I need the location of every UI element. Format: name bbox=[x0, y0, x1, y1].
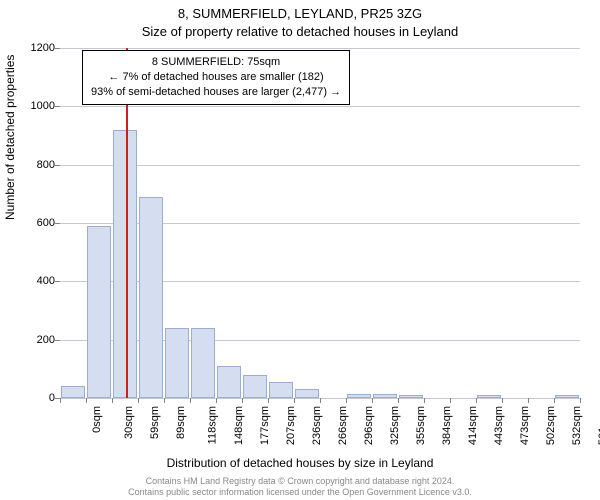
x-tick-mark bbox=[268, 398, 269, 403]
x-tick-mark bbox=[60, 398, 61, 403]
x-tick-mark bbox=[450, 398, 451, 403]
chart-title-main: 8, SUMMERFIELD, LEYLAND, PR25 3ZG bbox=[0, 6, 600, 21]
y-tick-label: 600 bbox=[5, 217, 55, 229]
x-tick-label: 502sqm bbox=[545, 406, 557, 445]
chart-title-sub: Size of property relative to detached ho… bbox=[0, 24, 600, 39]
y-tick-mark bbox=[55, 48, 60, 49]
footer-line-2: Contains public sector information licen… bbox=[0, 487, 600, 498]
histogram-bar bbox=[61, 386, 84, 398]
histogram-bar bbox=[139, 197, 162, 398]
x-tick-mark bbox=[476, 398, 477, 403]
footer-line-1: Contains HM Land Registry data © Crown c… bbox=[0, 476, 600, 487]
x-tick-label: 0sqm bbox=[91, 406, 103, 433]
histogram-bar bbox=[165, 328, 188, 398]
x-tick-label: 296sqm bbox=[363, 406, 375, 445]
x-tick-label: 30sqm bbox=[123, 406, 135, 439]
y-tick-label: 400 bbox=[5, 275, 55, 287]
x-tick-mark bbox=[502, 398, 503, 403]
histogram-bar bbox=[217, 366, 240, 398]
x-tick-mark bbox=[372, 398, 373, 403]
x-tick-label: 414sqm bbox=[467, 406, 479, 445]
info-box-line: ← 7% of detached houses are smaller (182… bbox=[91, 70, 341, 85]
x-tick-label: 532sqm bbox=[571, 406, 583, 445]
x-tick-label: 473sqm bbox=[519, 406, 531, 445]
x-tick-label: 118sqm bbox=[206, 406, 218, 444]
x-tick-mark bbox=[580, 398, 581, 403]
x-tick-label: 325sqm bbox=[389, 406, 401, 445]
y-tick-label: 200 bbox=[5, 334, 55, 346]
histogram-bar bbox=[87, 226, 110, 398]
histogram-bar bbox=[191, 328, 214, 398]
x-tick-mark bbox=[554, 398, 555, 403]
grid-line bbox=[60, 340, 580, 341]
y-tick-label: 0 bbox=[5, 392, 55, 404]
y-tick-mark bbox=[55, 165, 60, 166]
histogram-bar bbox=[243, 375, 266, 398]
x-tick-mark bbox=[86, 398, 87, 403]
x-tick-label: 148sqm bbox=[233, 406, 245, 445]
x-tick-mark bbox=[294, 398, 295, 403]
info-box-line: 8 SUMMERFIELD: 75sqm bbox=[91, 55, 341, 70]
y-tick-mark bbox=[55, 106, 60, 107]
histogram-bar bbox=[399, 395, 422, 398]
chart-container: 8, SUMMERFIELD, LEYLAND, PR25 3ZG Size o… bbox=[0, 0, 600, 500]
y-tick-label: 1200 bbox=[5, 42, 55, 54]
footer-attribution: Contains HM Land Registry data © Crown c… bbox=[0, 476, 600, 498]
x-tick-mark bbox=[320, 398, 321, 403]
y-tick-mark bbox=[55, 281, 60, 282]
x-tick-mark bbox=[190, 398, 191, 403]
histogram-bar bbox=[477, 395, 500, 398]
y-tick-mark bbox=[55, 223, 60, 224]
grid-line bbox=[60, 281, 580, 282]
histogram-bar bbox=[347, 394, 370, 398]
y-tick-mark bbox=[55, 340, 60, 341]
x-tick-label: 236sqm bbox=[311, 406, 323, 445]
grid-line bbox=[60, 106, 580, 107]
histogram-bar bbox=[373, 394, 396, 398]
x-axis-title: Distribution of detached houses by size … bbox=[0, 456, 600, 470]
x-tick-mark bbox=[164, 398, 165, 403]
y-tick-label: 800 bbox=[5, 159, 55, 171]
x-tick-mark bbox=[216, 398, 217, 403]
property-info-box: 8 SUMMERFIELD: 75sqm← 7% of detached hou… bbox=[82, 50, 350, 105]
grid-line bbox=[60, 48, 580, 49]
histogram-bar bbox=[269, 382, 292, 398]
histogram-bar bbox=[295, 389, 318, 398]
x-tick-mark bbox=[242, 398, 243, 403]
y-tick-label: 1000 bbox=[5, 100, 55, 112]
x-tick-mark bbox=[398, 398, 399, 403]
x-tick-mark bbox=[346, 398, 347, 403]
histogram-bar bbox=[113, 130, 136, 398]
x-tick-mark bbox=[138, 398, 139, 403]
x-tick-label: 207sqm bbox=[285, 406, 297, 445]
x-tick-label: 89sqm bbox=[175, 406, 187, 439]
y-axis-title: Number of detached properties bbox=[3, 55, 17, 220]
x-tick-mark bbox=[112, 398, 113, 403]
histogram-bar bbox=[555, 395, 578, 398]
x-tick-label: 59sqm bbox=[149, 406, 161, 439]
grid-line bbox=[60, 223, 580, 224]
x-tick-label: 384sqm bbox=[441, 406, 453, 445]
x-tick-mark bbox=[424, 398, 425, 403]
grid-line bbox=[60, 165, 580, 166]
x-tick-label: 266sqm bbox=[337, 406, 349, 445]
x-tick-mark bbox=[528, 398, 529, 403]
x-tick-label: 355sqm bbox=[415, 406, 427, 445]
x-tick-label: 443sqm bbox=[493, 406, 505, 445]
x-tick-label: 177sqm bbox=[259, 406, 271, 445]
info-box-line: 93% of semi-detached houses are larger (… bbox=[91, 85, 341, 100]
